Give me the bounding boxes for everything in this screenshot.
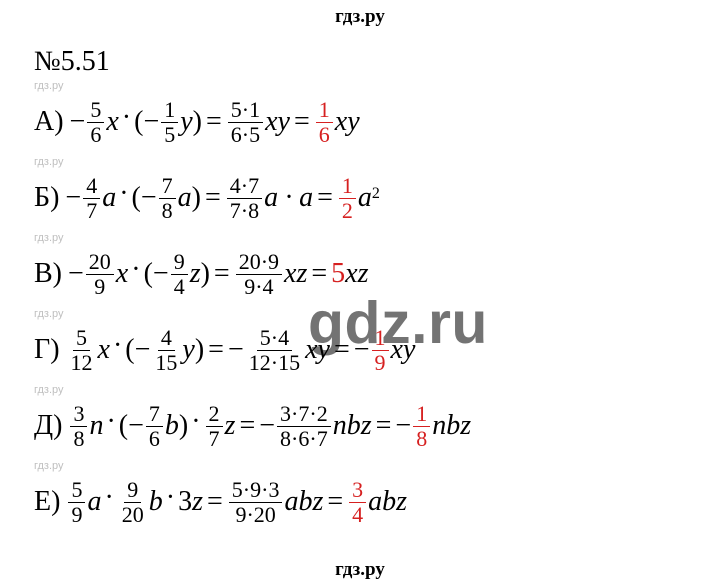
- watermark-small: гдз.ру: [34, 80, 720, 92]
- page-footer: гдз.ру: [0, 559, 720, 581]
- watermark-small: гдз.ру: [34, 460, 720, 472]
- label-a: А): [34, 108, 64, 136]
- solution-content: №5.51 гдз.ру А) − 56 x · (− 15 y) = 5·16…: [0, 28, 720, 530]
- label-d: Д): [34, 412, 62, 440]
- fraction: 5·16·5: [228, 98, 263, 145]
- line-b: Б) − 47 a · (− 78 a) = 4·77·8 a · a = 12…: [34, 170, 720, 226]
- label-b: Б): [34, 184, 59, 212]
- watermark-small: гдз.ру: [34, 156, 720, 168]
- sign: −: [70, 108, 86, 136]
- line-e: Е) 59 a · 920 b · 3z = 5·9·39·20 abz = 3…: [34, 474, 720, 530]
- result-int: 5: [331, 260, 345, 288]
- page-header: гдз.ру: [0, 0, 720, 28]
- result-fraction: 16: [316, 98, 333, 145]
- watermark-small: гдз.ру: [34, 232, 720, 244]
- fraction: 56: [87, 98, 104, 145]
- line-a: А) − 56 x · (− 15 y) = 5·16·5 xy = 16 xy: [34, 94, 720, 150]
- line-d: Д) 38 n · (− 76 b) · 27 z = − 3·7·28·6·7…: [34, 398, 720, 454]
- var: x: [106, 108, 118, 136]
- label-v: В): [34, 260, 62, 288]
- label-e: Е): [34, 488, 60, 516]
- watermark-small: гдз.ру: [34, 384, 720, 396]
- problem-number: №5.51: [34, 46, 720, 78]
- fraction: 15: [161, 98, 178, 145]
- watermark-big: gdz.ru: [308, 289, 488, 357]
- label-g: Г): [34, 336, 60, 364]
